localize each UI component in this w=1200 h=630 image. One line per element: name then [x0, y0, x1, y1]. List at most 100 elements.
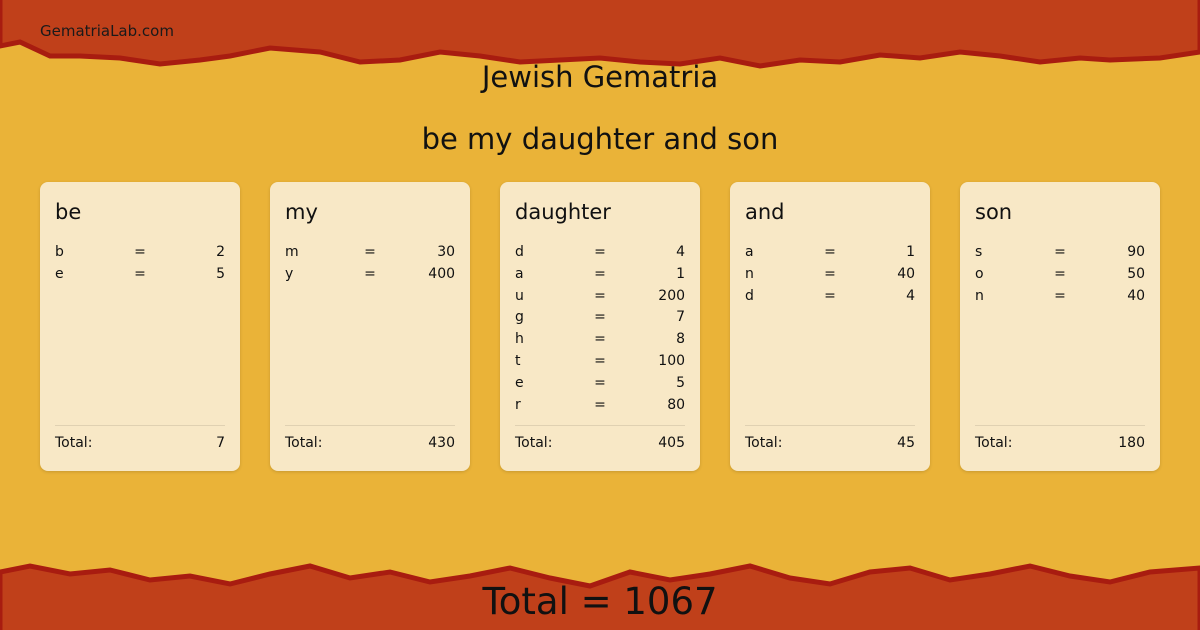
letter: s [975, 244, 983, 260]
letter-value: 50 [1127, 265, 1146, 282]
letter-row: y = 400 [285, 264, 455, 286]
word-total-row: Total: 430 [285, 425, 455, 451]
letter-row: d = 4 [745, 286, 915, 308]
equals-sign: = [1054, 244, 1066, 260]
letter: o [975, 265, 984, 282]
letter: n [975, 287, 984, 304]
word-title: and [745, 200, 785, 224]
total-label: Total: [975, 435, 1013, 451]
word-total-value: 430 [428, 435, 455, 451]
equals-sign: = [134, 244, 146, 260]
site-logo-link[interactable]: GematriaLab.com [40, 22, 174, 40]
word-total-value: 45 [897, 435, 915, 451]
letter-row: s = 90 [975, 242, 1145, 264]
equals-sign: = [594, 309, 606, 326]
letter: a [745, 244, 754, 260]
letter-row: r = 80 [515, 395, 685, 417]
equals-sign: = [364, 244, 376, 260]
bottom-band [0, 563, 1200, 630]
letter-value: 1 [906, 244, 916, 260]
letter-row: e = 5 [515, 373, 685, 395]
word-card: daughter d = 4 a = 1 u = 200 g = 7 h = 8… [500, 182, 700, 471]
letter: d [745, 287, 754, 304]
equals-sign: = [824, 287, 836, 304]
letter-row: o = 50 [975, 264, 1145, 286]
word-total-row: Total: 180 [975, 425, 1145, 451]
letter: d [515, 244, 524, 260]
equals-sign: = [1054, 265, 1066, 282]
word-total-row: Total: 405 [515, 425, 685, 451]
letter-value: 80 [667, 396, 686, 413]
letter-row: g = 7 [515, 307, 685, 329]
letter-value: 30 [437, 244, 456, 260]
letter-value: 400 [428, 265, 456, 282]
letter-row: n = 40 [745, 264, 915, 286]
letter-value: 4 [676, 244, 686, 260]
letter-value: 7 [676, 309, 686, 326]
equals-sign: = [594, 287, 606, 304]
equals-sign: = [594, 265, 606, 282]
letter-row: n = 40 [975, 286, 1145, 308]
letter-row: e = 5 [55, 264, 225, 286]
letter: m [285, 244, 299, 260]
letter-row: u = 200 [515, 286, 685, 308]
letter-value: 5 [676, 374, 686, 391]
letter: h [515, 331, 524, 348]
letter-value: 100 [658, 352, 686, 369]
letter: u [515, 287, 524, 304]
equals-sign: = [594, 374, 606, 391]
word-card: my m = 30 y = 400 Total: 430 [270, 182, 470, 471]
top-band [0, 0, 1200, 69]
equals-sign: = [1054, 287, 1066, 304]
equals-sign: = [364, 265, 376, 282]
word-card: be b = 2 e = 5 Total: 7 [40, 182, 240, 471]
word-total-value: 405 [658, 435, 685, 451]
letter-row: a = 1 [515, 264, 685, 286]
letter: r [515, 396, 521, 413]
letter-row: a = 1 [745, 242, 915, 264]
grand-total: Total = 1067 [482, 580, 718, 623]
total-label: Total: [745, 435, 783, 451]
letter-value: 40 [1127, 287, 1146, 304]
letter: n [745, 265, 754, 282]
letter-row: m = 30 [285, 242, 455, 264]
total-label: Total: [285, 435, 323, 451]
word-title: daughter [515, 200, 611, 224]
letter: t [515, 352, 521, 369]
equals-sign: = [594, 244, 606, 260]
letter-row: d = 4 [515, 242, 685, 264]
word-title: son [975, 200, 1013, 224]
word-card: and a = 1 n = 40 d = 4 Total: 45 [730, 182, 930, 471]
equals-sign: = [594, 331, 606, 348]
word-title: my [285, 200, 318, 224]
word-cards: be b = 2 e = 5 Total: 7 my m = 30 y = 400… [40, 182, 1160, 471]
letter: b [55, 244, 64, 260]
page-title: Jewish Gematria [481, 60, 719, 94]
letter-row: b = 2 [55, 242, 225, 264]
word-total-value: 180 [1118, 435, 1145, 451]
letter: e [55, 265, 64, 282]
letter-row: t = 100 [515, 351, 685, 373]
letter-value: 5 [216, 265, 226, 282]
letter-value: 40 [897, 265, 916, 282]
letter-row: h = 8 [515, 329, 685, 351]
word-title: be [55, 200, 82, 224]
letter-value: 1 [676, 265, 686, 282]
letter: y [285, 265, 294, 282]
equals-sign: = [594, 352, 606, 369]
equals-sign: = [134, 265, 146, 282]
equals-sign: = [824, 244, 836, 260]
phrase-heading: be my daughter and son [421, 122, 779, 156]
letter-value: 4 [906, 287, 916, 304]
word-card: son s = 90 o = 50 n = 40 Total: 180 [960, 182, 1160, 471]
letter-value: 90 [1127, 244, 1146, 260]
letter: e [515, 374, 524, 391]
equals-sign: = [594, 396, 606, 413]
letter: g [515, 309, 524, 326]
letter-value: 2 [216, 244, 226, 260]
total-label: Total: [515, 435, 553, 451]
equals-sign: = [824, 265, 836, 282]
letter-value: 200 [658, 287, 686, 304]
letter-value: 8 [676, 331, 686, 348]
